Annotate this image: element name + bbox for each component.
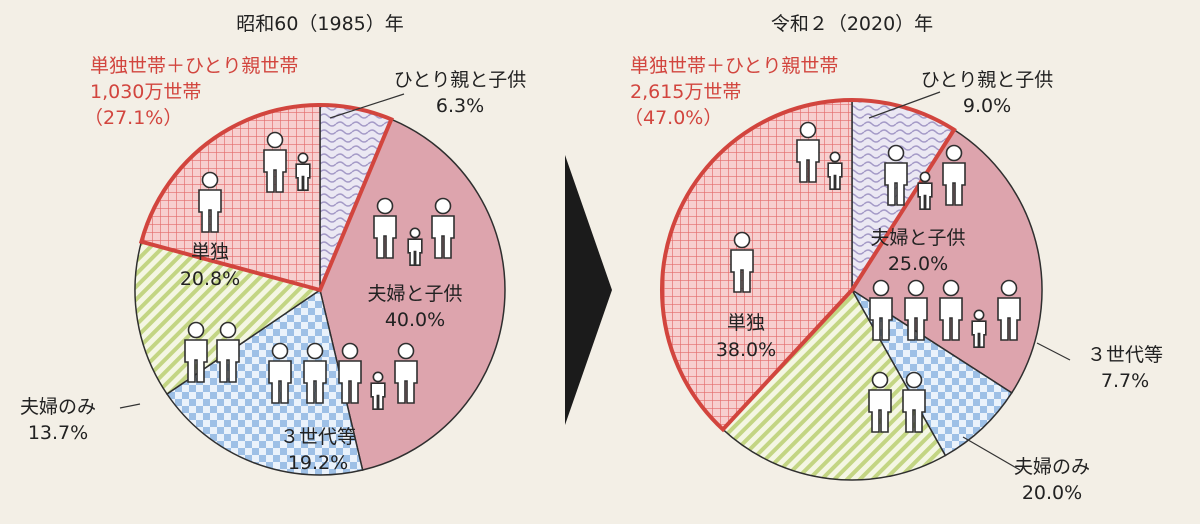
adult-icon: [942, 144, 966, 206]
child-icon: [827, 151, 843, 190]
pie-2020-value-single: 38.0%: [716, 339, 776, 361]
pie-2020-highlight-amount: 2,615万世帯: [630, 81, 741, 103]
three-generation-icon: [997, 279, 1021, 341]
pie-1985-value-single: 20.8%: [180, 268, 240, 290]
pie-2020-slice-three-generation: [851, 289, 1013, 457]
leader-line: [329, 93, 405, 119]
pie-2020-value-couple-only: 20.0%: [1022, 482, 1082, 504]
single-parent-icon: [263, 131, 287, 193]
pie-2020-highlight-percent: （47.0%）: [624, 107, 722, 129]
leader-line: [119, 403, 141, 409]
three-generation-icon: [268, 342, 292, 404]
pie-1985-highlight-outline: [138, 103, 394, 293]
child-icon: [971, 309, 987, 348]
couple-icon: [184, 321, 208, 383]
three-generation-icon: [904, 279, 928, 341]
child-icon: [295, 152, 311, 191]
pie-2020-value-three-generation: 7.7%: [1101, 370, 1149, 392]
couple-icon: [868, 371, 892, 433]
pie-1985-label-single-parent: ひとり親と子供: [394, 69, 526, 91]
transition-arrow-icon: [565, 155, 612, 425]
adult-icon: [431, 197, 455, 259]
adult-icon: [884, 144, 908, 206]
pie-1985-label-couple-children: 夫婦と子供: [367, 283, 462, 305]
three-generation-icon: [939, 279, 963, 341]
three-generation-icon: [303, 342, 327, 404]
pie-2020-label-single: 単独: [727, 312, 765, 334]
single-person-icon: [198, 171, 222, 233]
couple-icon: [902, 371, 926, 433]
pie-1985-value-single-parent: 6.3%: [436, 95, 484, 117]
child-icon: [407, 227, 423, 266]
pie-2020-label-couple-only: 夫婦のみ: [1014, 456, 1090, 478]
pie-2020-value-couple-children: 25.0%: [888, 253, 948, 275]
pie-1985-label-single: 単独: [191, 241, 229, 263]
pie-1985-value-couple-only: 13.7%: [28, 422, 88, 444]
couple-icon: [216, 321, 240, 383]
pie-2020-slice-couple-only: [721, 288, 947, 481]
leader-line: [868, 91, 941, 119]
pie-2020-highlight-outline: [660, 98, 957, 433]
pie-1985-highlight-percent: （27.1%）: [84, 107, 182, 129]
leader-line: [962, 436, 1021, 471]
pie-2020-label-couple-children: 夫婦と子供: [870, 227, 965, 249]
adult-icon: [373, 197, 397, 259]
three-generation-icon: [338, 342, 362, 404]
pie-2020: [660, 98, 1043, 481]
child-icon: [917, 171, 933, 210]
single-person-icon: [730, 231, 754, 293]
pie-1985-slice-couple-children: [319, 118, 506, 471]
pie-1985-highlight-title: 単独世帯＋ひとり親世帯: [90, 55, 298, 77]
pie-2020-highlight-title: 単独世帯＋ひとり親世帯: [630, 55, 838, 77]
pie-1985-slice-three-generation: [165, 288, 364, 476]
pie-1985-value-three-generation: 19.2%: [288, 452, 348, 474]
pie-1985-highlight-amount: 1,030万世帯: [90, 81, 201, 103]
pie-2020-label-single-parent: ひとり親と子供: [921, 69, 1053, 91]
pie-1985-value-couple-children: 40.0%: [385, 309, 445, 331]
child-icon: [370, 371, 386, 410]
three-generation-icon: [869, 279, 893, 341]
three-generation-icon: [394, 342, 418, 404]
pie-1985-label-three-generation: ３世代等: [280, 426, 356, 448]
pie-1985-slice-couple-only: [134, 240, 322, 396]
pie-2020-title: 令和２（2020）年: [771, 13, 933, 35]
leader-line: [1036, 342, 1071, 361]
pie-2020-label-three-generation: ３世代等: [1087, 344, 1163, 366]
pie-1985-title: 昭和60（1985）年: [236, 13, 404, 35]
pie-2020-slice-couple-children: [850, 128, 1043, 394]
single-parent-icon: [796, 121, 820, 183]
pie-1985-label-couple-only: 夫婦のみ: [20, 396, 96, 418]
pie-2020-value-single-parent: 9.0%: [963, 95, 1011, 117]
